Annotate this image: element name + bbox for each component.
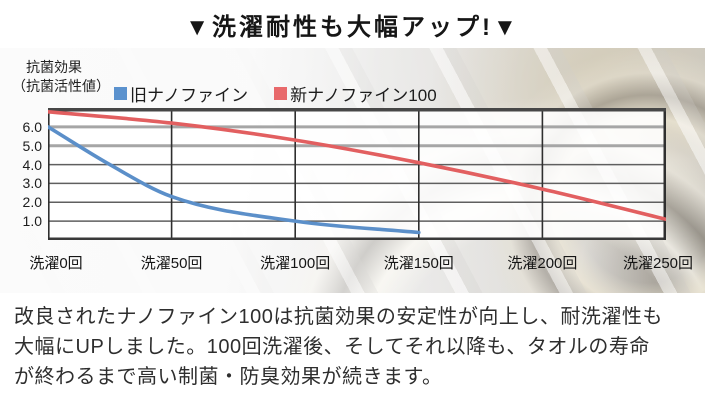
legend-swatch-new-icon	[274, 87, 288, 100]
chart-legend: 旧ナノファイン 新ナノファイン100	[114, 81, 437, 106]
x-axis-label: 洗濯0回	[29, 255, 83, 272]
legend-item-new: 新ナノファイン100	[274, 81, 437, 106]
legend-label-new: 新ナノファイン100	[290, 86, 437, 105]
y-tick-label: 5.0	[22, 137, 42, 154]
y-tick-label: 6.0	[22, 118, 42, 135]
x-axis-label: 洗濯250回	[622, 255, 694, 272]
legend-swatch-old-icon	[114, 87, 127, 100]
line-chart	[48, 108, 666, 240]
y-tick-label: 3.0	[22, 175, 42, 192]
description-text: 改良されたナノファイン100は抗菌効果の安定性が向上し、耐洗濯性も大幅にUPしま…	[14, 306, 663, 388]
x-axis-label: 洗濯150回	[383, 255, 454, 272]
y-axis-title: 抗菌効果 （抗菌活性値）	[12, 58, 110, 96]
series-line-0	[48, 125, 421, 235]
y-tick-label: 2.0	[22, 194, 42, 211]
y-axis-title-line1: 抗菌効果	[26, 59, 82, 75]
title-band: ▼洗濯耐性も大幅アップ!▼	[0, 0, 705, 48]
caption-band: 改良されたナノファイン100は抗菌効果の安定性が向上し、耐洗濯性も大幅にUPしま…	[0, 293, 705, 410]
legend-item-old: 旧ナノファイン	[114, 81, 248, 106]
chart-panel: 抗菌効果 （抗菌活性値） 旧ナノファイン 新ナノファイン100 6.0 5.0 4.…	[0, 48, 705, 293]
series-line-1	[48, 110, 666, 222]
y-axis-title-line2: （抗菌活性値）	[12, 78, 110, 94]
y-tick-label: 1.0	[22, 213, 42, 230]
x-axis-label: 洗濯50回	[140, 255, 203, 272]
x-axis-label: 洗濯100回	[260, 255, 331, 272]
y-tick-label: 4.0	[22, 156, 42, 173]
legend-label-old: 旧ナノファイン	[130, 86, 249, 105]
x-axis-label: 洗濯200回	[507, 255, 578, 272]
page-title: ▼洗濯耐性も大幅アップ!▼	[185, 13, 520, 41]
